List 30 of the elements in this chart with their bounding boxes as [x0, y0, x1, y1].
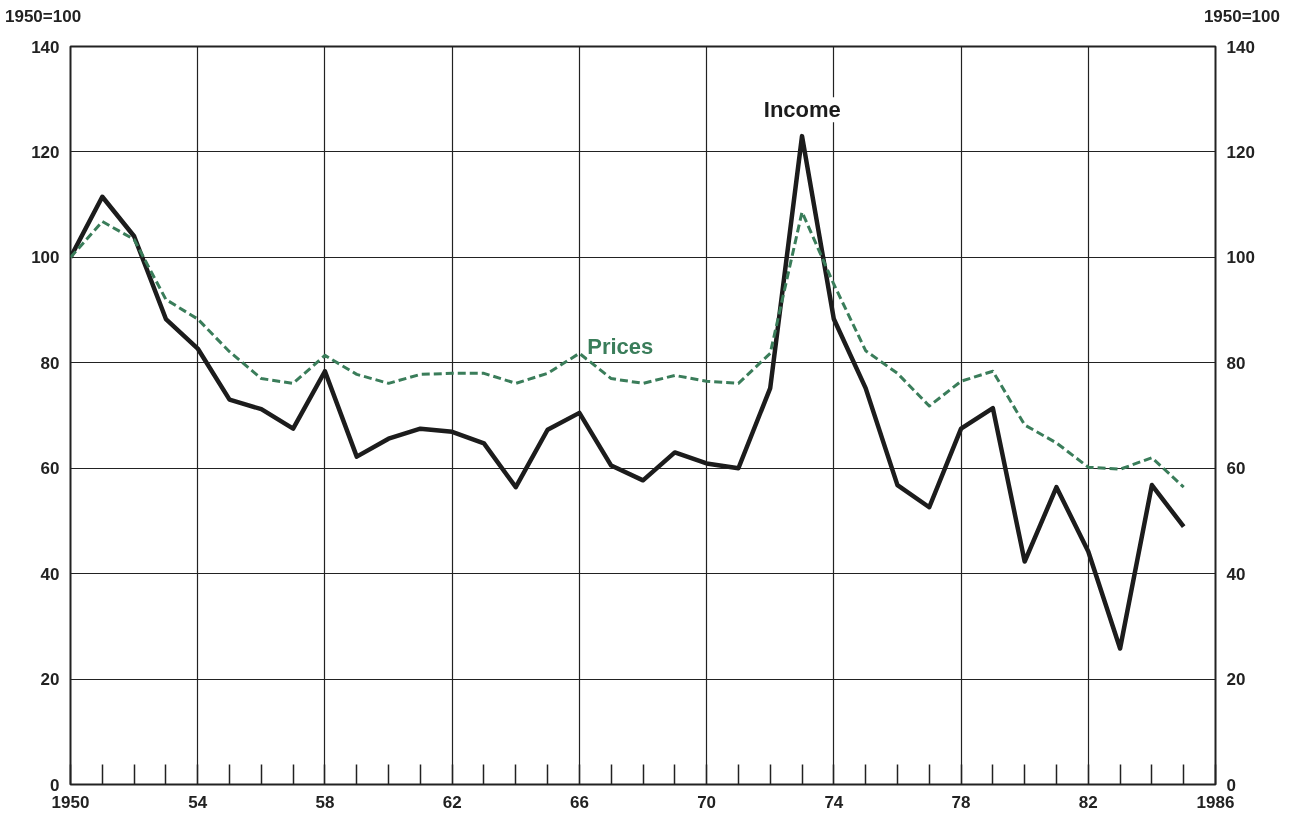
y-tick-label: 100	[31, 248, 60, 268]
x-tick-label: 54	[188, 792, 208, 812]
x-tick-label: 1986	[1196, 792, 1235, 812]
y-tick-label: 40	[40, 564, 60, 584]
y-tick-label: 140	[31, 37, 60, 57]
y-tick-label: 20	[40, 670, 60, 690]
y2-tick-label: 40	[1226, 564, 1246, 584]
x-tick-label: 78	[951, 792, 971, 812]
y2-tick-label: 0	[1226, 775, 1236, 795]
x-tick-label: 66	[569, 792, 589, 812]
x-tick-label: 58	[315, 792, 335, 812]
y2-tick-label: 120	[1226, 142, 1255, 162]
x-tick-label: 1950	[51, 792, 90, 812]
annotation: Prices	[587, 333, 654, 359]
annotation: Income	[763, 97, 841, 123]
x-tick-label: 74	[824, 792, 844, 812]
y-tick-label: 80	[40, 353, 60, 373]
y-tick-label: 0	[50, 775, 60, 795]
ylabel: 1950=100	[5, 6, 82, 28]
x-tick-label: 62	[442, 792, 462, 812]
y2-tick-label: 60	[1226, 459, 1246, 479]
y2-tick-label: 140	[1226, 37, 1255, 57]
y2-tick-label: 100	[1226, 248, 1255, 268]
y2label: 1950=100	[1203, 6, 1280, 28]
y-tick-label: 120	[31, 142, 60, 162]
y2-tick-label: 80	[1226, 353, 1246, 373]
y-tick-label: 60	[40, 459, 60, 479]
x-tick-label: 70	[697, 792, 717, 812]
x-tick-label: 82	[1078, 792, 1098, 812]
y2-tick-label: 20	[1226, 670, 1246, 690]
